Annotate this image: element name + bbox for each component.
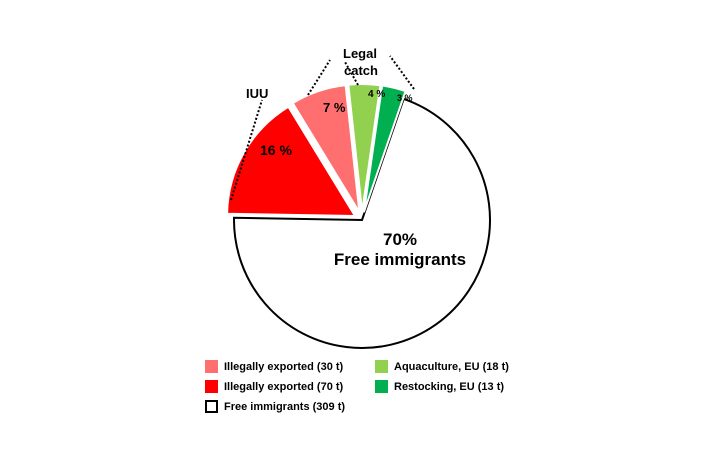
label-illegal-7: 7 %: [323, 100, 346, 115]
legal-leader-left: [344, 61, 359, 86]
label-free-name: Free immigrants: [334, 250, 466, 269]
label-free-percent: 70%: [383, 230, 417, 249]
pie-slices: [226, 83, 491, 349]
legend-swatch: [375, 380, 388, 393]
legend-item-free: Free immigrants (309 t): [205, 400, 345, 413]
legend-label: Free immigrants (309 t): [224, 400, 346, 413]
legend: Illegally exported (30 t) Illegally expo…: [205, 360, 565, 420]
legend-item-illegal-70: Illegally exported (70 t): [205, 380, 343, 393]
iuu-leader-left: [230, 99, 263, 201]
legend-item-restocking: Restocking, EU (13 t): [375, 380, 504, 393]
slice-illegal-7: [291, 84, 361, 213]
legend-label: Aquaculture, EU (18 t): [394, 360, 509, 373]
annotation-legal: Legal: [343, 46, 377, 61]
annotation-leaders: [230, 55, 415, 201]
label-illegal-16: 16 %: [260, 142, 292, 158]
legend-swatch: [205, 360, 218, 373]
slice-aquaculture: [347, 83, 382, 213]
legend-label: Restocking, EU (13 t): [394, 380, 505, 393]
slice-restocking: [362, 84, 407, 213]
legend-item-aquaculture: Aquaculture, EU (18 t): [375, 360, 509, 373]
slice-free-immigrants: [233, 97, 491, 349]
legend-swatch: [205, 380, 218, 393]
annotation-catch: catch: [344, 63, 378, 78]
slice-illegal-16: [226, 105, 357, 218]
legal-leader-right: [389, 55, 415, 90]
legend-swatch: [375, 360, 388, 373]
label-restocking: 3 %: [397, 93, 413, 103]
legend-label: Illegally exported (70 t): [224, 380, 344, 393]
label-aquaculture: 4 %: [368, 89, 385, 100]
legend-swatch: [205, 400, 218, 413]
legend-item-illegal-30: Illegally exported (30 t): [205, 360, 343, 373]
iuu-leader-right: [307, 59, 331, 96]
legend-label: Illegally exported (30 t): [224, 360, 344, 373]
annotation-iuu: IUU: [246, 86, 268, 101]
